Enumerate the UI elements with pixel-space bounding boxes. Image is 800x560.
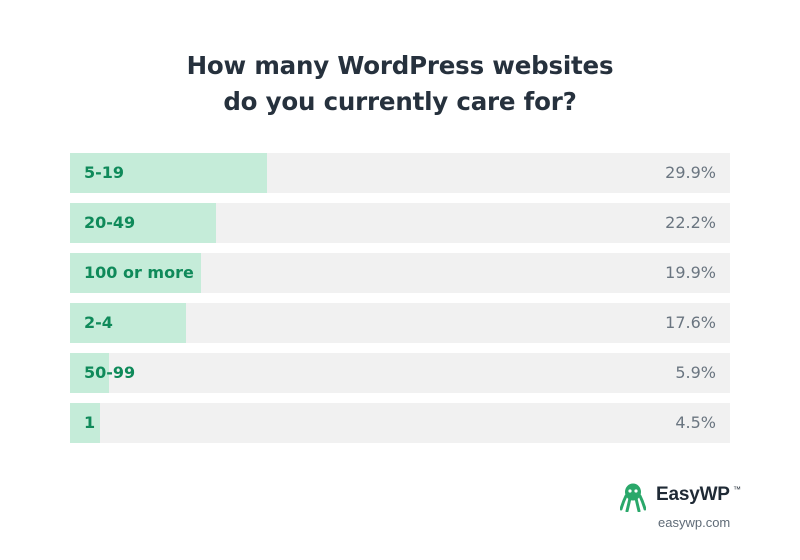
value-label: 19.9%	[665, 263, 716, 282]
chart-title-line-2: do you currently care for?	[223, 87, 577, 116]
value-label: 17.6%	[665, 313, 716, 332]
bar	[70, 153, 267, 193]
value-label: 4.5%	[675, 413, 716, 432]
bar	[70, 253, 202, 293]
brand-trademark: ™	[733, 485, 741, 494]
bar-row: 50-99 5.9%	[70, 353, 730, 393]
bar	[70, 203, 217, 243]
category-label: 1	[84, 413, 96, 432]
bar-row: 5-19 29.9%	[70, 153, 730, 193]
brand-url: easywp.com	[658, 515, 731, 530]
bar-row: 1 4.5%	[70, 403, 730, 443]
brand-footer: EasyWP ™ easywp.com	[620, 480, 741, 536]
value-label: 22.2%	[665, 213, 716, 232]
category-label: 20-49	[84, 213, 136, 232]
bar-row: 20-49 22.2%	[70, 203, 730, 243]
bar	[70, 303, 186, 343]
category-label: 5-19	[84, 163, 125, 182]
value-label: 5.9%	[675, 363, 716, 382]
brand-name: EasyWP	[656, 484, 730, 505]
bar-row: 100 or more 19.9%	[70, 253, 730, 293]
category-label: 100 or more	[84, 263, 194, 282]
chart-title: How many WordPress websites do you curre…	[0, 48, 800, 120]
bar	[70, 353, 109, 393]
octopus-icon	[620, 483, 646, 512]
category-label: 50-99	[84, 363, 136, 382]
bar-chart: 5-19 29.9% 20-49 22.2% 100 or more 19.9% 2-4 17…	[70, 153, 730, 453]
category-label: 2-4	[84, 313, 113, 332]
bar	[70, 403, 100, 443]
bar-row: 2-4 17.6%	[70, 303, 730, 343]
value-label: 29.9%	[665, 163, 716, 182]
chart-title-line-1: How many WordPress websites	[186, 51, 614, 80]
